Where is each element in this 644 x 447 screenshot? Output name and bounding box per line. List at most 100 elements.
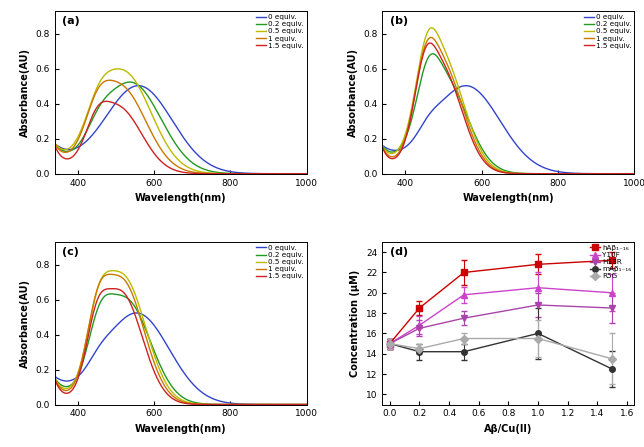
0.5 equiv. [547,171,555,177]
1 equiv. [200,171,207,176]
0 equiv. [630,171,638,177]
0 equiv. [95,123,103,129]
0 equiv. [443,93,451,99]
Y-axis label: Absorbance(AU): Absorbance(AU) [20,279,30,368]
1 equiv. [527,171,535,177]
0 equiv. [166,113,173,118]
0 equiv. [462,83,470,89]
Text: (c): (c) [62,247,79,257]
0 equiv. [220,167,227,173]
1.5 equiv. [423,42,431,48]
0.2 equiv. [241,171,249,176]
0.2 equiv. [200,401,207,406]
1 equiv. [241,402,249,407]
1.5 equiv. [379,144,386,150]
1 equiv. [200,402,207,407]
0.2 equiv. [95,104,103,109]
0.5 equiv. [423,30,431,36]
0.2 equiv. [126,80,133,85]
X-axis label: Aβ/Cu(II): Aβ/Cu(II) [484,424,533,434]
0 equiv. [547,167,555,173]
0.5 equiv. [109,268,117,274]
X-axis label: Wavelength(nm): Wavelength(nm) [462,193,554,203]
0.5 equiv. [200,401,207,407]
1 equiv. [166,157,173,162]
Line: 1 equiv.: 1 equiv. [55,274,307,405]
1 equiv. [444,63,451,68]
0.2 equiv. [51,375,59,381]
1 equiv. [241,171,249,177]
0.2 equiv. [429,51,437,56]
0.5 equiv. [116,66,124,72]
0.5 equiv. [200,169,207,175]
0 equiv. [200,157,207,163]
0.2 equiv. [379,143,386,148]
0.5 equiv. [95,80,103,85]
0.2 equiv. [166,131,173,136]
1 equiv. [493,167,500,173]
0 equiv. [95,343,103,348]
1 equiv. [423,38,431,44]
Text: (b): (b) [390,16,408,26]
0.5 equiv. [493,166,500,171]
0 equiv. [527,157,535,163]
1.5 equiv. [166,393,173,399]
1.5 equiv. [51,376,59,382]
0.5 equiv. [241,402,249,407]
0.5 equiv. [166,146,173,151]
Legend: 0 equiv., 0.2 equiv., 0.5 equiv., 1 equiv., 1.5 equiv.: 0 equiv., 0.2 equiv., 0.5 equiv., 1 equi… [583,13,632,50]
0 equiv. [166,346,173,352]
Y-axis label: Absorbance(AU): Absorbance(AU) [20,48,30,137]
Line: 1.5 equiv.: 1.5 equiv. [383,43,634,174]
X-axis label: Wavelength(nm): Wavelength(nm) [135,424,227,434]
0 equiv. [116,95,124,101]
1.5 equiv. [547,171,555,177]
1 equiv. [220,171,227,177]
1 equiv. [116,274,124,279]
0.5 equiv. [114,66,122,72]
1.5 equiv. [102,99,110,104]
0.5 equiv. [630,171,638,177]
Line: 0.2 equiv.: 0.2 equiv. [383,54,634,174]
0.2 equiv. [630,171,638,177]
Y-axis label: Absorbance(AU): Absorbance(AU) [348,48,357,137]
0.2 equiv. [116,292,124,298]
0.5 equiv. [51,376,59,381]
0.2 equiv. [200,166,207,172]
1.5 equiv. [51,143,59,148]
Legend: hAβ₁₋₁₆, Y10F, H13R, mAβ₁₋₁₆, R5G: hAβ₁₋₁₆, Y10F, H13R, mAβ₁₋₁₆, R5G [589,244,632,280]
1 equiv. [427,35,435,40]
0.2 equiv. [116,83,124,88]
0.5 equiv. [428,25,435,30]
1.5 equiv. [95,101,103,107]
0.5 equiv. [569,171,576,177]
1.5 equiv. [569,171,576,177]
0.5 equiv. [95,281,103,286]
1 equiv. [95,84,103,89]
Line: 0 equiv.: 0 equiv. [55,86,307,174]
0.2 equiv. [220,170,227,176]
0 equiv. [133,310,140,316]
1 equiv. [547,171,555,177]
1.5 equiv. [527,171,535,177]
1.5 equiv. [200,402,207,407]
1 equiv. [106,272,114,277]
0 equiv. [200,391,207,396]
1.5 equiv. [116,287,124,292]
1.5 equiv. [303,171,310,177]
1.5 equiv. [220,402,227,407]
0 equiv. [135,83,142,89]
0 equiv. [116,320,124,325]
0.2 equiv. [423,58,431,63]
Line: 0.5 equiv.: 0.5 equiv. [55,69,307,174]
0.2 equiv. [166,380,173,385]
1 equiv. [379,144,386,150]
0 equiv. [51,374,59,379]
0 equiv. [241,401,249,407]
0 equiv. [303,171,310,177]
0.2 equiv. [527,171,535,176]
Line: 1 equiv.: 1 equiv. [55,80,307,174]
Text: (a): (a) [62,16,80,26]
0.5 equiv. [166,386,173,391]
0 equiv. [303,402,310,407]
